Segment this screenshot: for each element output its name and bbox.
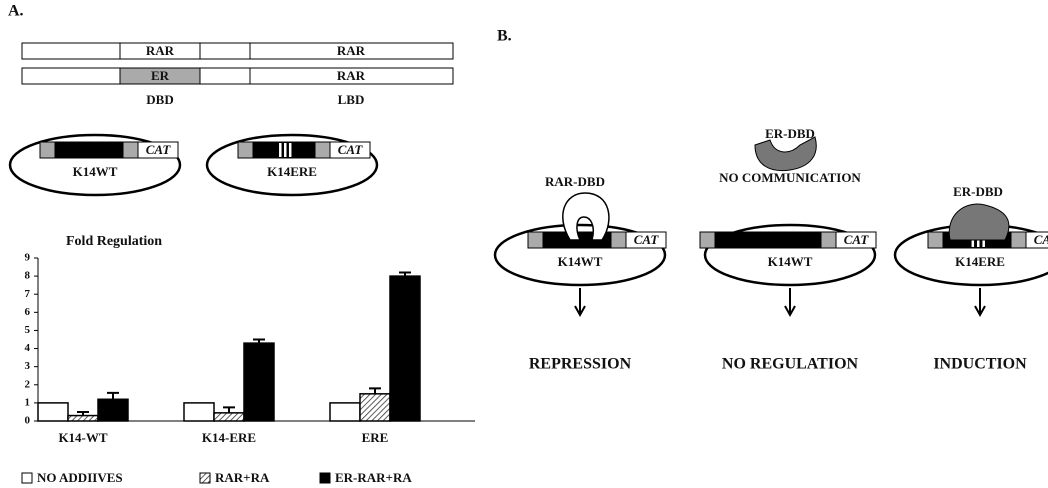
x-tick-label: K14-WT (58, 430, 107, 445)
bar (214, 413, 244, 421)
bar (360, 394, 390, 421)
y-tick-label: 1 (25, 396, 31, 408)
y-tick-label: 4 (25, 342, 31, 354)
arrow (575, 288, 585, 315)
y-tick-label: 5 (25, 324, 31, 336)
bar (330, 403, 360, 421)
legend-label: ER-RAR+RA (335, 470, 412, 485)
reporter-label: CAT (338, 142, 364, 157)
arrow (975, 288, 985, 315)
construct-segment (200, 43, 250, 59)
y-tick-label: 2 (25, 378, 31, 390)
promoter-flank (123, 142, 138, 158)
ere-stripe (289, 143, 292, 157)
plasmid-label: K14WT (73, 164, 118, 179)
bar (390, 276, 420, 421)
legend-swatch (320, 473, 330, 483)
reporter-label: CAT (634, 232, 660, 247)
bar (38, 403, 68, 421)
promoter (55, 142, 123, 158)
domain-label: DBD (146, 92, 173, 107)
y-tick-label: 8 (25, 270, 31, 282)
bar (184, 403, 214, 421)
arrow (785, 288, 795, 315)
ere-stripe (284, 143, 287, 157)
plasmid-label: K14ERE (955, 254, 1005, 269)
y-tick-label: 7 (25, 288, 31, 300)
annotation: NO COMMUNICATION (719, 170, 861, 185)
construct-segment (22, 68, 120, 84)
protein-label: RAR-DBD (545, 174, 605, 189)
plasmid-label: K14WT (768, 254, 813, 269)
domain-name: RAR (146, 43, 175, 58)
chart-title: Fold Regulation (66, 234, 162, 249)
figure: A. B. Fold Regulation RAR RAR ER RAR DBD LBD C… (0, 0, 1048, 488)
y-tick-label: 6 (25, 306, 31, 318)
domain-name: ER (151, 68, 170, 83)
y-tick-label: 9 (25, 252, 31, 264)
promoter (715, 232, 821, 248)
outcome-label: NO REGULATION (722, 356, 859, 373)
y-tick-label: 3 (25, 360, 31, 372)
promoter-flank (40, 142, 55, 158)
x-tick-label: ERE (362, 430, 389, 445)
promoter-flank (821, 232, 836, 248)
bar (68, 416, 98, 421)
domain-label: LBD (338, 92, 365, 107)
legend-label: NO ADDIIVES (37, 470, 123, 485)
construct-segment (22, 43, 120, 59)
panel-label: B. (497, 28, 512, 45)
outcome-label: REPRESSION (529, 356, 632, 373)
error-bar (107, 393, 119, 399)
y-tick-label: 0 (25, 415, 31, 427)
reporter-label: CAT (844, 232, 870, 247)
promoter-flank (528, 232, 543, 248)
bar (244, 343, 274, 421)
promoter-flank (315, 142, 330, 158)
bar (98, 399, 128, 421)
construct-segment (200, 68, 250, 84)
promoter-flank (611, 232, 626, 248)
protein-label: ER-DBD (765, 126, 815, 141)
legend-swatch (200, 473, 210, 483)
promoter-flank (1011, 232, 1026, 248)
outcome-label: INDUCTION (933, 356, 1027, 373)
reporter-label: CAT (146, 142, 172, 157)
protein (949, 204, 1009, 240)
x-tick-label: K14-ERE (202, 430, 256, 445)
promoter-flank (700, 232, 715, 248)
legend-swatch (22, 473, 32, 483)
panel-label: A. (8, 3, 24, 20)
plasmid-label: K14ERE (267, 164, 317, 179)
plasmid-label: K14WT (558, 254, 603, 269)
error-bar (369, 388, 381, 393)
promoter-flank (238, 142, 253, 158)
promoter-flank (928, 232, 943, 248)
legend-label: RAR+RA (215, 470, 270, 485)
domain-name: RAR (337, 68, 366, 83)
protein-label: ER-DBD (953, 184, 1003, 199)
domain-name: RAR (337, 43, 366, 58)
ere-stripe (279, 143, 282, 157)
reporter-label: CAT (1034, 232, 1048, 247)
protein (755, 137, 816, 171)
error-bar (223, 407, 235, 412)
